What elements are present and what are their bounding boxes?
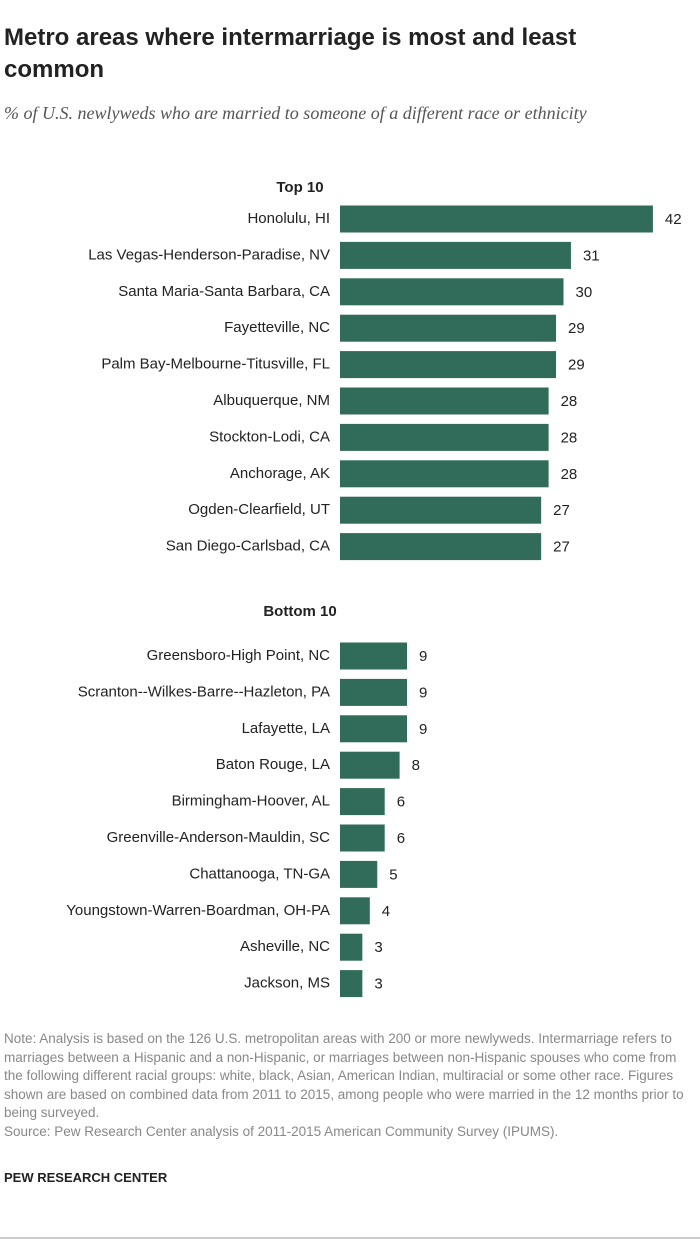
bar xyxy=(340,460,549,488)
bar xyxy=(340,533,542,561)
title: Metro areas where intermarriage is most … xyxy=(4,24,577,83)
value-label: 28 xyxy=(561,393,578,410)
category-label: Youngstown-Warren-Boardman, OH-PA xyxy=(66,902,330,919)
bar xyxy=(340,278,564,306)
bar xyxy=(340,751,400,779)
value-label: 31 xyxy=(583,247,600,264)
value-label: 8 xyxy=(412,757,420,774)
value-label: 28 xyxy=(561,429,578,446)
category-label: Chattanooga, TN-GA xyxy=(189,865,330,882)
value-label: 29 xyxy=(568,357,585,374)
category-label: Greenville-Anderson-Mauldin, SC xyxy=(107,829,331,846)
bar xyxy=(340,423,549,451)
value-label: 6 xyxy=(397,794,405,811)
bar xyxy=(340,897,370,925)
category-label: Palm Bay-Melbourne-Titusville, FL xyxy=(101,356,330,373)
category-label: Santa Maria-Santa Barbara, CA xyxy=(118,283,330,300)
category-label: Stockton-Lodi, CA xyxy=(209,428,330,445)
category-label: Anchorage, AK xyxy=(230,465,330,482)
bar xyxy=(340,824,385,852)
category-label: Greensboro-High Point, NC xyxy=(147,647,331,664)
category-label: Las Vegas-Henderson-Paradise, NV xyxy=(88,246,330,263)
bar xyxy=(340,241,571,269)
note: Note: Analysis is based on the 126 U.S. … xyxy=(4,1030,696,1141)
category-label: Honolulu, HI xyxy=(247,210,330,227)
bar xyxy=(340,788,385,816)
value-label: 9 xyxy=(419,684,427,701)
category-label: Fayetteville, NC xyxy=(224,319,330,336)
bar xyxy=(340,387,549,415)
value-label: 28 xyxy=(561,466,578,483)
bar xyxy=(340,860,378,888)
bar xyxy=(340,715,408,743)
bar xyxy=(340,933,363,961)
category-label: Scranton--Wilkes-Barre--Hazleton, PA xyxy=(78,683,330,700)
category-label: Lafayette, LA xyxy=(242,720,330,737)
group-title: Bottom 10 xyxy=(263,603,336,620)
category-label: Baton Rouge, LA xyxy=(216,756,330,773)
value-label: 3 xyxy=(374,939,382,956)
subtitle: % of U.S. newlyweds who are married to s… xyxy=(4,103,587,123)
value-label: 27 xyxy=(553,539,570,556)
category-label: Birmingham-Hoover, AL xyxy=(172,793,330,810)
category-label: Albuquerque, NM xyxy=(213,392,330,409)
bar xyxy=(340,351,557,379)
value-label: 27 xyxy=(553,502,570,519)
value-label: 42 xyxy=(665,211,682,228)
credit: PEW RESEARCH CENTER xyxy=(4,1170,168,1185)
value-label: 9 xyxy=(419,721,427,738)
value-label: 4 xyxy=(382,903,390,920)
source: Source: Pew Research Center analysis of … xyxy=(4,1123,559,1139)
value-label: 3 xyxy=(374,976,382,993)
bar xyxy=(340,970,363,998)
bar xyxy=(340,205,653,233)
bar xyxy=(340,314,557,342)
category-label: Jackson, MS xyxy=(244,975,330,992)
value-label: 9 xyxy=(419,648,427,665)
category-label: San Diego-Carlsbad, CA xyxy=(166,538,330,555)
note-text: Note: Analysis is based on the 126 U.S. … xyxy=(4,1031,684,1120)
value-label: 29 xyxy=(568,320,585,337)
group-title: Top 10 xyxy=(276,179,323,196)
bar xyxy=(340,642,408,670)
category-label: Asheville, NC xyxy=(240,938,330,955)
value-label: 6 xyxy=(397,830,405,847)
bar xyxy=(340,678,408,706)
value-label: 30 xyxy=(576,284,593,301)
bar xyxy=(340,496,542,524)
value-label: 5 xyxy=(389,866,397,883)
category-label: Ogden-Clearfield, UT xyxy=(188,501,330,518)
